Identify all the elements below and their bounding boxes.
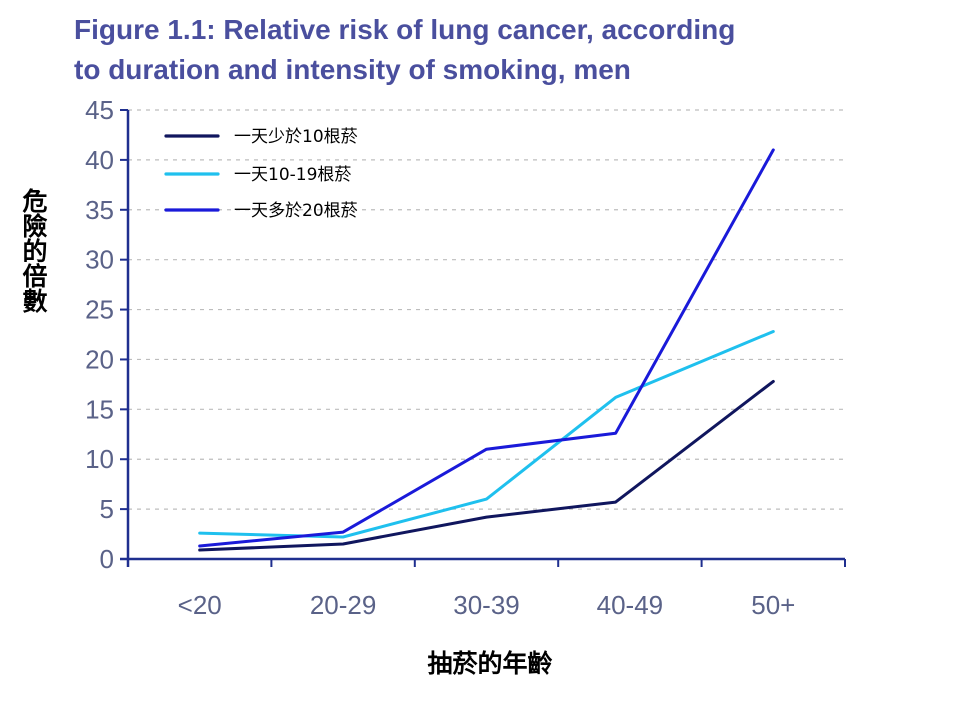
y-axis-label: 危險的倍數 — [19, 188, 48, 313]
series-line-1 — [198, 379, 775, 552]
y-tick-label: 25 — [85, 295, 114, 325]
chart-title-line-1: Figure 1.1: Relative risk of lung cancer… — [74, 14, 736, 45]
x-tick-label: 50+ — [751, 590, 795, 620]
y-tick-label: 5 — [100, 494, 114, 524]
chart-title-line-2: to duration and intensity of smoking, me… — [74, 54, 631, 85]
series-line-3 — [198, 148, 775, 548]
y-tick-label: 0 — [100, 544, 114, 574]
y-tick-label: 35 — [85, 195, 114, 225]
x-tick-label: 30-39 — [453, 590, 520, 620]
gridlines — [128, 109, 845, 510]
y-tick-label: 20 — [85, 344, 114, 374]
x-axis-label: 抽菸的年齡 — [427, 649, 553, 678]
legend-label-1: 一天少於10根菸 — [234, 127, 358, 147]
axes: 0 5 10 15 20 25 30 35 40 45 <20 20-29 30-39 40-49 50+ — [85, 95, 846, 620]
y-tick-label: 15 — [85, 394, 114, 424]
y-tick-label: 45 — [85, 95, 114, 125]
legend-label-3: 一天多於20根菸 — [234, 201, 358, 221]
x-tick-label: 20-29 — [310, 590, 377, 620]
x-tick-label: <20 — [178, 590, 222, 620]
legend-label-2: 一天10-19根菸 — [234, 165, 351, 185]
y-tick-label: 10 — [85, 444, 114, 474]
y-tick-label: 40 — [85, 145, 114, 175]
x-tick-label: 40-49 — [597, 590, 664, 620]
series-line-2 — [198, 330, 775, 539]
y-tick-label: 30 — [85, 245, 114, 275]
series-lines — [198, 148, 775, 552]
chart-title: Figure 1.1: Relative risk of lung cancer… — [74, 10, 934, 90]
